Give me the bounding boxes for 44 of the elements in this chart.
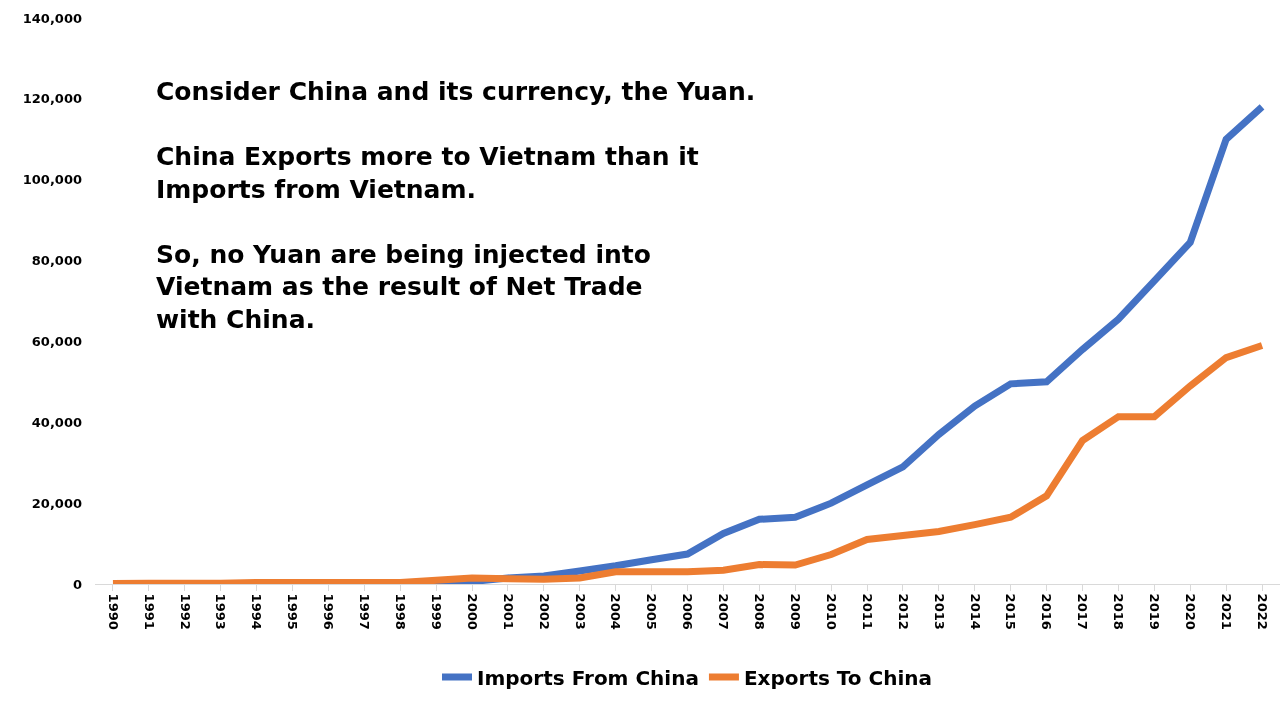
x-tick-label: 1999	[428, 593, 444, 630]
x-tick-label: 2011	[859, 593, 875, 630]
text: Consider China and its currency, the Yuan. China Exports more to Vietnam than it Imports from Vietnam. So, no Yuan are being injected into Vietnam as the result of Net Trade with China.	[156, 77, 756, 334]
x-tick-label: 2015	[1003, 593, 1019, 630]
x-tick-label: 2021	[1218, 593, 1234, 630]
legend-label: Imports From China	[477, 665, 699, 690]
x-tick-label: 2018	[1111, 593, 1127, 630]
x-tick-label: 1995	[285, 593, 301, 630]
x-tick-label: 2005	[644, 593, 660, 630]
x-tick-label: 1994	[249, 593, 265, 630]
y-tick-label: 20,000	[31, 495, 82, 511]
x-tick-label: 2000	[464, 593, 480, 630]
x-tick-label: 1992	[177, 593, 193, 630]
y-tick-label: 140,000	[22, 10, 82, 26]
x-tick-label: 2022	[1254, 593, 1270, 630]
y-tick-label: 0	[72, 576, 82, 592]
x-tick-label: 2017	[1075, 593, 1091, 630]
x-tick-label: 2019	[1147, 593, 1163, 630]
x-tick-label: 1998	[393, 593, 409, 630]
x-tick-label: 1996	[321, 593, 337, 630]
x-tick-label: 2010	[823, 593, 839, 630]
x-tick-label: 2007	[716, 593, 732, 630]
x-tick-label: 2002	[536, 593, 552, 630]
x-tick-label: 2012	[895, 593, 911, 630]
x-tick-label: 1997	[357, 593, 373, 630]
x-tick-label: 1993	[213, 593, 229, 630]
x-tick-label: 2004	[608, 593, 624, 630]
x-tick-label: 2013	[931, 593, 947, 630]
y-tick-label: 40,000	[31, 414, 82, 430]
x-tick-label: 2014	[967, 593, 983, 630]
x-tick-label: 2008	[752, 593, 768, 630]
x-tick-label: 2016	[1039, 593, 1055, 630]
y-tick-label: 100,000	[22, 172, 82, 188]
x-tick-label: 1990	[105, 593, 121, 630]
y-tick-label: 120,000	[22, 91, 82, 107]
y-tick-label: 80,000	[31, 253, 82, 269]
x-tick-label: 2001	[500, 593, 516, 630]
x-tick-label: 2006	[680, 593, 696, 630]
y-tick-label: 60,000	[31, 333, 82, 349]
x-tick-label: 1991	[141, 593, 157, 630]
x-tick-label: 2009	[788, 593, 804, 630]
x-tick-label: 2003	[572, 593, 588, 630]
legend-label: Exports To China	[743, 665, 933, 690]
x-tick-label: 2020	[1183, 593, 1199, 630]
